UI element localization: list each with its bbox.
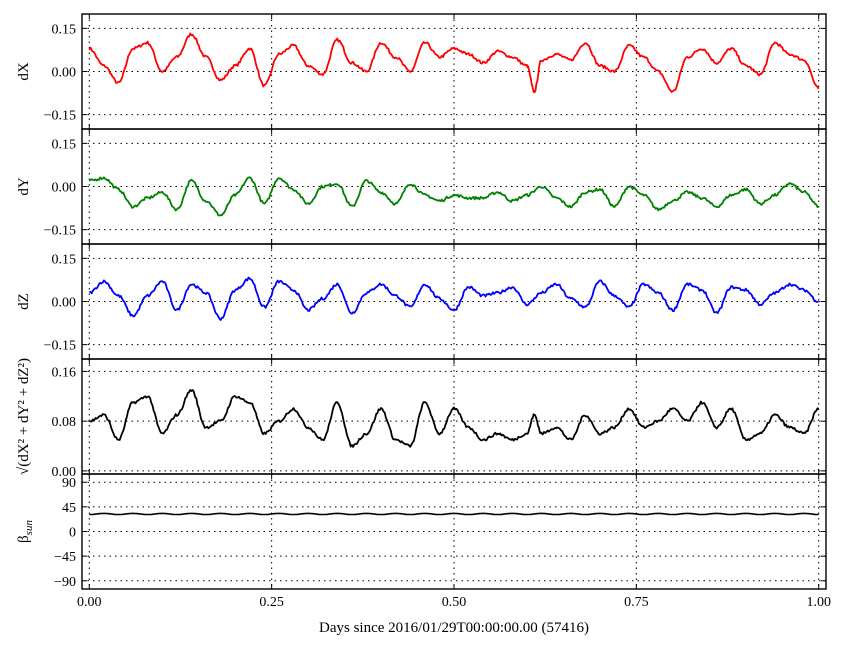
- ytick-label-dZ-2: 0.15: [52, 252, 77, 267]
- xtick-label-0: 0.00: [77, 595, 102, 610]
- ytick-label-dX-1: 0.00: [52, 66, 77, 81]
- ytick-label-dR-2: 0.16: [52, 365, 77, 380]
- series-line-dX: [88, 32, 820, 93]
- ytick-label-dY-1: 0.00: [52, 181, 77, 196]
- panel-beta: −90 −45 0 45 90 βsun: [16, 473, 827, 590]
- ylabel-dX: dX: [16, 62, 32, 81]
- ytick-label-beta-1: −45: [54, 550, 76, 565]
- ylabel-beta: βsun: [16, 520, 35, 543]
- ylabel-dY: dY: [16, 177, 32, 196]
- ytick-label-dZ-0: −0.15: [44, 339, 76, 354]
- ytick-label-dY-0: −0.15: [44, 224, 76, 239]
- ytick-label-dY-2: 0.15: [52, 137, 77, 152]
- panel-dX: −0.15 0.00 0.15 dX: [16, 13, 827, 130]
- ylabel-dR: √(dX² + dY² + dZ²): [16, 358, 32, 475]
- series-line-dY: [88, 176, 820, 217]
- xtick-label-2: 0.50: [442, 595, 467, 610]
- panel-dY: −0.15 0.00 0.15 dY: [16, 128, 827, 245]
- panel-dZ: −0.15 0.00 0.15 dZ: [16, 243, 827, 360]
- ytick-label-dX-0: −0.15: [44, 109, 76, 124]
- xtick-label-4: 1.00: [806, 595, 831, 610]
- ytick-label-dX-2: 0.15: [52, 22, 77, 37]
- ytick-label-beta-3: 45: [62, 501, 76, 516]
- xtick-label-1: 0.25: [259, 595, 284, 610]
- x-axis-label: Days since 2016/01/29T00:00:00.00 (57416…: [319, 620, 589, 636]
- series-line-beta: [89, 512, 819, 516]
- ytick-label-dR-1: 0.08: [52, 415, 77, 430]
- panel-frame-beta: [81, 473, 827, 590]
- ytick-label-dR-0: 0.00: [52, 465, 77, 480]
- panel-dR: 0.00 0.08 0.16 √(dX² + dY² + dZ²): [16, 358, 827, 480]
- series-line-dR: [89, 389, 819, 448]
- ytick-label-dZ-1: 0.00: [52, 296, 77, 311]
- ytick-label-beta-4: 90: [62, 476, 76, 491]
- ytick-label-beta-2: 0: [69, 526, 76, 541]
- series-line-dZ: [89, 276, 819, 321]
- xtick-label-3: 0.75: [624, 595, 649, 610]
- ytick-label-beta-0: −90: [54, 575, 76, 590]
- ylabel-dZ: dZ: [16, 293, 32, 310]
